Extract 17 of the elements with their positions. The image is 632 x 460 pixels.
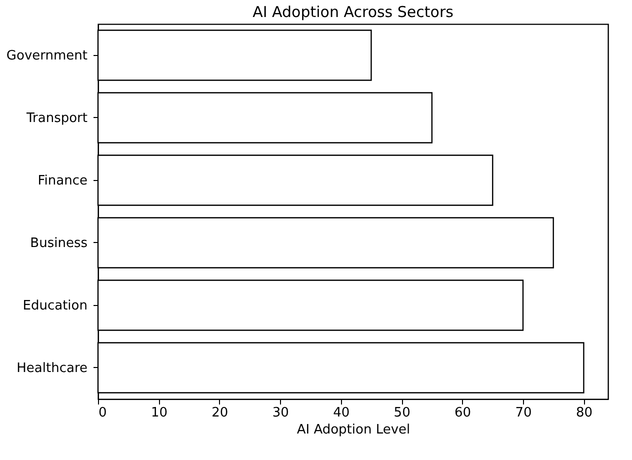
y-tick-label: Finance xyxy=(38,173,88,188)
x-tick-label: 50 xyxy=(394,406,410,420)
x-tick-label: 80 xyxy=(576,406,592,420)
y-tick-label: Healthcare xyxy=(16,360,88,376)
x-axis-title: AI Adoption Level xyxy=(296,422,410,438)
x-tick-label: 40 xyxy=(333,406,350,420)
x-tick-label: 10 xyxy=(150,406,168,420)
x-tick-label: 30 xyxy=(272,406,289,420)
x-tick-label: 20 xyxy=(212,406,228,420)
chart-title: AI Adoption Across Sectors xyxy=(252,3,454,21)
x-tick-label: 60 xyxy=(454,406,472,420)
x-tick-label: 70 xyxy=(515,406,532,420)
y-tick-label: Education xyxy=(22,298,88,314)
y-tick-label: Government xyxy=(6,48,88,64)
x-tick-label: 0 xyxy=(98,406,107,420)
y-tick-label: Business xyxy=(30,236,88,251)
y-tick-label: Transport xyxy=(25,110,88,126)
